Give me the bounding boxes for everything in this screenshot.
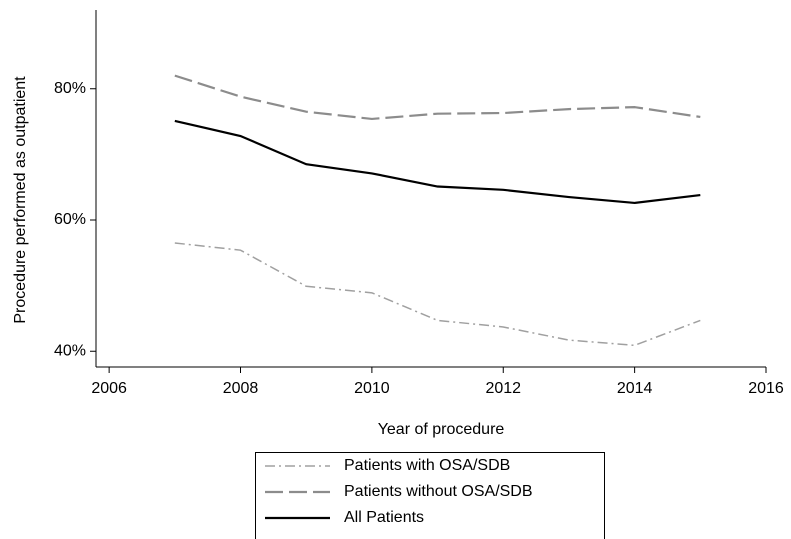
x-tick-label: 2010 bbox=[354, 380, 390, 397]
series-line bbox=[174, 74, 701, 121]
legend-box bbox=[255, 452, 605, 539]
y-axis-label: Procedure performed as outpatient bbox=[12, 76, 29, 324]
x-tick-label: 2014 bbox=[617, 380, 653, 397]
legend-label: All Patients bbox=[344, 509, 424, 526]
x-tick-label: 2008 bbox=[223, 380, 259, 397]
series-line bbox=[174, 242, 701, 347]
legend-label: Patients without OSA/SDB bbox=[344, 483, 533, 500]
x-tick-label: 2012 bbox=[485, 380, 521, 397]
x-tick-label: 2016 bbox=[748, 380, 784, 397]
legend-label: Patients with OSA/SDB bbox=[344, 457, 510, 474]
y-tick-label: 60% bbox=[54, 211, 86, 228]
y-tick-label: 80% bbox=[54, 80, 86, 97]
series-line bbox=[174, 119, 701, 205]
x-tick-label: 2006 bbox=[91, 380, 127, 397]
y-tick-label: 40% bbox=[54, 342, 86, 359]
x-axis-label: Year of procedure bbox=[378, 421, 505, 438]
